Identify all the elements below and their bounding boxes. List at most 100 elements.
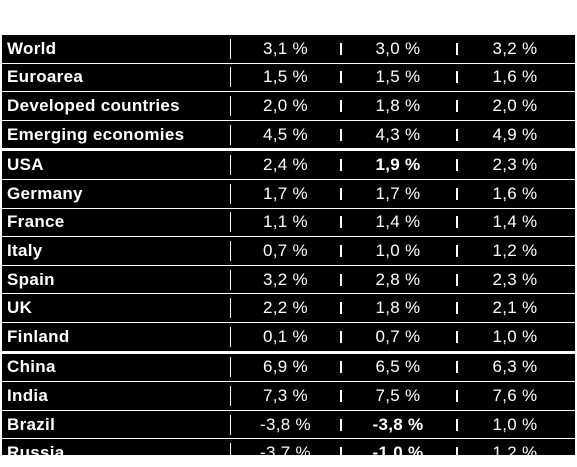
value-cell: 0,7 % bbox=[230, 240, 340, 261]
value-text: 0,7 % bbox=[375, 326, 421, 346]
row-label: Italy bbox=[7, 240, 43, 260]
column-divider bbox=[456, 42, 458, 55]
value-text: 4,9 % bbox=[492, 124, 538, 144]
value-cell: 1,2 % bbox=[456, 443, 574, 463]
value-text: 1,6 % bbox=[492, 67, 538, 87]
value-text: 1,8 % bbox=[375, 298, 421, 318]
row-label: Spain bbox=[7, 269, 55, 289]
value-cell: 6,5 % bbox=[340, 357, 456, 377]
value-cell: 3,2 % bbox=[456, 39, 574, 59]
table-row-china: China 6,9 % 6,5 % 6,3 % bbox=[2, 354, 575, 383]
value-cell: -1,0 % bbox=[340, 443, 456, 463]
column-divider bbox=[340, 330, 342, 343]
value-text: 1,8 % bbox=[375, 95, 421, 115]
table-row-uk: UK 2,2 % 1,8 % 2,1 % bbox=[2, 294, 575, 323]
column-divider bbox=[340, 418, 342, 431]
value-text: 2,4 % bbox=[263, 155, 308, 175]
column-divider bbox=[456, 71, 458, 84]
value-text: 6,3 % bbox=[492, 357, 538, 377]
value-text: 1,2 % bbox=[492, 443, 538, 463]
value-cell: 4,9 % bbox=[456, 125, 574, 145]
value-cell: -3,8 % bbox=[230, 414, 340, 435]
column-divider bbox=[340, 128, 342, 141]
column-divider bbox=[456, 216, 458, 229]
value-cell: 1,4 % bbox=[456, 212, 574, 232]
value-text: 1,6 % bbox=[492, 183, 538, 203]
column-divider bbox=[340, 389, 342, 402]
row-label: Euroarea bbox=[7, 67, 84, 87]
column-divider bbox=[340, 42, 342, 55]
value-text: 1,5 % bbox=[263, 67, 308, 87]
growth-table: World 3,1 % 3,0 % 3,2 % Euroarea 1,5 % 1,5 % 1,… bbox=[2, 35, 575, 464]
row-label: Russia bbox=[7, 443, 65, 463]
column-divider bbox=[456, 418, 458, 431]
value-text: 1,4 % bbox=[492, 212, 538, 232]
table-row-germany: Germany 1,7 % 1,7 % 1,6 % bbox=[2, 180, 575, 209]
value-cell: 1,6 % bbox=[456, 67, 574, 87]
value-text: 2,8 % bbox=[375, 269, 421, 289]
value-cell: 1,7 % bbox=[230, 183, 340, 204]
value-text: 3,0 % bbox=[375, 38, 421, 58]
column-divider bbox=[456, 361, 458, 374]
value-cell: 7,5 % bbox=[340, 386, 456, 406]
column-divider bbox=[340, 302, 342, 315]
value-text: 6,9 % bbox=[263, 357, 308, 377]
column-divider bbox=[456, 447, 458, 460]
value-text: 3,2 % bbox=[263, 269, 308, 289]
value-cell: 3,2 % bbox=[230, 269, 340, 290]
value-cell: 0,1 % bbox=[230, 326, 340, 347]
row-label: UK bbox=[7, 298, 33, 318]
value-text: -3,7 % bbox=[260, 443, 311, 463]
value-text: 1,1 % bbox=[263, 212, 308, 232]
column-divider bbox=[340, 99, 342, 112]
value-cell: 4,3 % bbox=[340, 125, 456, 145]
value-cell: -3,7 % bbox=[230, 443, 340, 464]
value-text: 1,7 % bbox=[375, 183, 421, 203]
column-divider bbox=[340, 159, 342, 172]
value-cell: 2,0 % bbox=[230, 95, 340, 116]
value-cell: 1,8 % bbox=[340, 96, 456, 116]
value-text: 1,5 % bbox=[375, 67, 421, 87]
value-text: 1,2 % bbox=[492, 240, 538, 260]
value-text: 1,4 % bbox=[375, 212, 421, 232]
table-row-italy: Italy 0,7 % 1,0 % 1,2 % bbox=[2, 237, 575, 266]
value-text: 2,0 % bbox=[492, 95, 538, 115]
column-divider bbox=[340, 244, 342, 257]
value-cell: 2,3 % bbox=[456, 155, 574, 175]
column-divider bbox=[456, 389, 458, 402]
value-text: -3,8 % bbox=[372, 414, 424, 434]
row-label: Finland bbox=[7, 326, 70, 346]
value-cell: 1,1 % bbox=[230, 212, 340, 233]
value-cell: 6,9 % bbox=[230, 357, 340, 378]
value-text: 1,0 % bbox=[492, 326, 538, 346]
value-text: -3,8 % bbox=[260, 414, 311, 434]
value-text: 2,1 % bbox=[492, 298, 538, 318]
value-cell: 2,4 % bbox=[230, 155, 340, 176]
table-row-brazil: Brazil -3,8 % -3,8 % 1,0 % bbox=[2, 411, 575, 440]
value-cell: 2,0 % bbox=[456, 96, 574, 116]
value-text: 1,9 % bbox=[375, 155, 421, 175]
column-divider bbox=[456, 302, 458, 315]
table-row-france: France 1,1 % 1,4 % 1,4 % bbox=[2, 209, 575, 238]
table-row-developed-countries: Developed countries 2,0 % 1,8 % 2,0 % bbox=[2, 92, 575, 121]
row-label: Brazil bbox=[7, 414, 56, 434]
row-label: Emerging economies bbox=[7, 124, 185, 144]
value-text: 2,0 % bbox=[263, 95, 308, 115]
column-divider bbox=[340, 71, 342, 84]
row-label: Developed countries bbox=[7, 95, 180, 115]
value-text: 2,3 % bbox=[492, 269, 538, 289]
row-label: Germany bbox=[7, 183, 83, 203]
column-divider bbox=[340, 187, 342, 200]
table-group: USA 2,4 % 1,9 % 2,3 % Germany 1,7 % 1,7 % 1,6 %… bbox=[2, 148, 575, 350]
value-cell: 3,1 % bbox=[230, 38, 340, 59]
value-cell: 1,0 % bbox=[340, 241, 456, 261]
value-cell: 6,3 % bbox=[456, 357, 574, 377]
value-text: 4,3 % bbox=[375, 124, 421, 144]
table-group: China 6,9 % 6,5 % 6,3 % India 7,3 % 7,5 % 7,6 %… bbox=[2, 350, 575, 467]
row-label: China bbox=[7, 357, 56, 377]
table-row-euroarea: Euroarea 1,5 % 1,5 % 1,6 % bbox=[2, 64, 575, 93]
column-divider bbox=[340, 361, 342, 374]
row-label: USA bbox=[7, 155, 44, 175]
value-text: 7,3 % bbox=[263, 385, 308, 405]
value-cell: -3,8 % bbox=[340, 415, 456, 435]
